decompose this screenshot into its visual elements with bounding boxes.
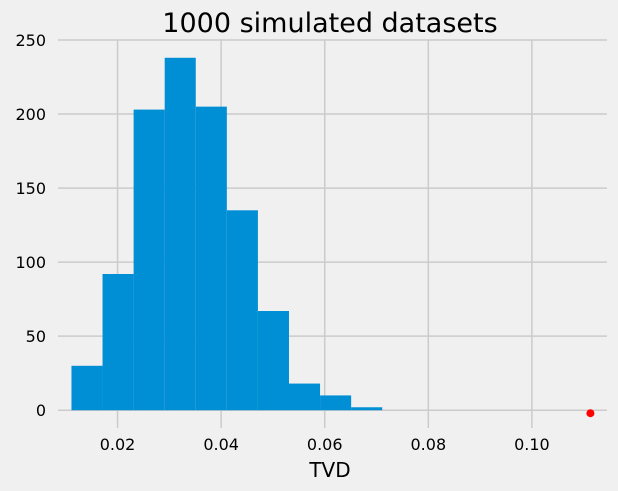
y-tick-label: 100 [15, 253, 46, 272]
observed-point-layer [586, 409, 595, 418]
histogram-bar [133, 109, 165, 411]
y-tick-label: 200 [15, 105, 46, 124]
x-tick-labels: 0.02 0.04 0.06 0.08 0.10 [100, 435, 550, 454]
x-tick-label: 0.06 [307, 435, 343, 454]
y-tick-label: 150 [15, 179, 46, 198]
histogram-bar [226, 210, 258, 411]
x-axis-label: TVD [308, 458, 350, 482]
y-tick-label: 250 [15, 31, 46, 50]
y-tick-label: 0 [36, 401, 46, 420]
y-tick-labels: 0 50 100 150 200 250 [15, 31, 46, 420]
histogram-bar [320, 395, 352, 411]
histogram-bar [102, 273, 134, 411]
observed-statistic-point [586, 409, 595, 418]
histogram-bars [71, 57, 383, 411]
x-tick-label: 0.08 [411, 435, 447, 454]
histogram-bar [257, 311, 289, 411]
histogram-bar [288, 383, 321, 411]
x-tick-label: 0.02 [100, 435, 136, 454]
chart-title: 1000 simulated datasets [162, 8, 497, 39]
histogram-bar [351, 407, 383, 411]
histogram-bar [164, 57, 196, 411]
histogram-bar [195, 106, 227, 411]
histogram-bar [71, 365, 103, 411]
x-tick-label: 0.10 [514, 435, 550, 454]
y-tick-label: 50 [26, 327, 46, 346]
x-tick-label: 0.04 [203, 435, 239, 454]
